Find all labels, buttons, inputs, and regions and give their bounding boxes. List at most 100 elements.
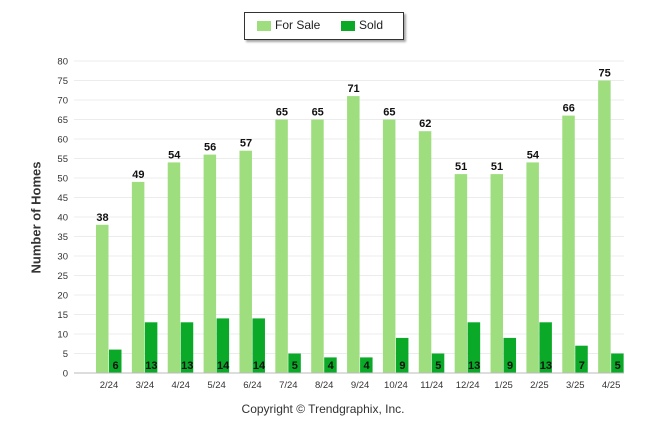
bar-for-sale[interactable] [203,154,217,373]
bar-sold[interactable] [575,345,588,373]
legend-label-sold: Sold [359,18,384,32]
bar-sold[interactable] [431,353,445,374]
bar-for-sale[interactable] [562,115,575,373]
bar-sold[interactable] [180,322,194,373]
x-tick-label: 2/25 [530,380,549,391]
data-label-sold: 14 [253,360,266,372]
data-label-sold: 9 [399,360,405,372]
data-label-sold: 13 [468,360,480,372]
bar-sold[interactable] [216,318,230,373]
data-label-for-sale: 62 [419,118,431,130]
y-tick-label: 80 [57,57,68,68]
bar-sold[interactable] [288,353,301,374]
y-tick-label: 50 [57,174,68,185]
bar-sold[interactable] [611,353,624,374]
y-tick-label: 75 [57,76,68,87]
bar-for-sale[interactable] [490,174,504,373]
data-label-sold: 5 [615,360,621,372]
data-label-sold: 6 [112,360,118,372]
bar-for-sale[interactable] [131,181,145,373]
bar-for-sale[interactable] [347,96,360,373]
data-label-for-sale: 57 [240,138,252,150]
data-label-sold: 5 [435,360,441,372]
data-label-for-sale: 65 [383,107,395,119]
bar-sold[interactable] [252,318,265,373]
bar-for-sale[interactable] [167,162,181,373]
data-label-sold: 9 [507,360,513,372]
x-tick-label: 1/25 [494,380,513,391]
x-tick-label: 7/24 [279,380,298,391]
legend: For Sale Sold [244,12,404,40]
y-tick-label: 65 [57,115,68,126]
bar-sold[interactable] [467,322,481,373]
bar-sold[interactable] [360,357,373,373]
y-tick-label: 20 [57,291,68,302]
bar-sold[interactable] [144,322,158,373]
bar-sold[interactable] [503,337,517,373]
bar-for-sale[interactable] [526,162,539,373]
y-axis-label: Number of Homes [28,161,44,273]
bar-for-sale[interactable] [311,119,324,374]
y-tick-label: 60 [57,135,68,146]
x-tick-label: 12/24 [456,380,480,391]
data-label-sold: 4 [364,360,371,372]
data-label-sold: 13 [540,360,552,372]
data-label-sold: 13 [145,360,157,372]
x-tick-label: 8/24 [315,380,334,391]
data-label-for-sale: 65 [312,107,324,119]
data-label-for-sale: 49 [132,169,144,181]
y-tick-label: 25 [57,271,68,282]
copyright-text: Copyright © Trendgraphix, Inc. [241,402,405,416]
x-tick-label: 4/25 [602,380,621,391]
y-tick-label: 30 [57,252,68,263]
bar-for-sale[interactable] [275,119,288,374]
data-label-for-sale: 51 [491,161,503,173]
y-tick-label: 70 [57,96,68,107]
y-tick-label: 45 [57,193,68,204]
y-tick-label: 0 [63,369,68,380]
bar-sold[interactable] [324,357,337,373]
data-label-sold: 5 [292,360,298,372]
bar-sold[interactable] [539,322,552,373]
y-tick-label: 55 [57,154,68,165]
data-label-for-sale: 56 [204,142,216,154]
data-label-sold: 7 [579,360,585,372]
data-label-sold: 13 [181,360,193,372]
data-label-for-sale: 51 [455,161,467,173]
data-label-for-sale: 54 [168,149,181,161]
bar-sold[interactable] [395,337,409,373]
legend-swatch-for-sale [257,20,271,31]
data-label-for-sale: 38 [96,212,108,224]
x-tick-label: 10/24 [384,380,408,391]
y-axis-ticks: 0 5 10 15 20 25 30 35 40 45 50 55 60 65 70 75 80 [57,57,68,380]
bar-for-sale[interactable] [598,80,611,374]
x-tick-label: 3/24 [136,380,155,391]
bar-for-sale[interactable] [454,174,468,373]
y-tick-label: 15 [57,310,68,321]
data-label-for-sale: 66 [563,103,575,115]
bar-for-sale[interactable] [418,131,432,373]
bar-sold[interactable] [109,349,122,373]
bar-for-sale[interactable] [239,150,252,373]
bars: 3864913541356145714655654714659625511351… [96,68,624,374]
legend-item-for-sale[interactable]: For Sale [257,18,320,32]
x-axis-ticks: 2/24 3/24 4/24 5/24 6/24 7/24 8/24 9/24 10/24 11/… [100,380,621,391]
x-tick-label: 3/25 [566,380,585,391]
x-tick-label: 4/24 [171,380,190,391]
x-tick-label: 9/24 [351,380,370,391]
data-label-for-sale: 71 [347,83,359,95]
data-label-sold: 14 [217,360,230,372]
y-tick-label: 10 [57,330,68,341]
x-tick-label: 5/24 [207,380,226,391]
legend-label-for-sale: For Sale [275,18,321,32]
bar-for-sale[interactable] [96,224,109,373]
y-tick-label: 40 [57,213,68,224]
legend-swatch-sold [341,20,355,31]
x-tick-label: 11/24 [420,380,443,391]
bar-for-sale[interactable] [382,119,396,374]
legend-item-sold[interactable]: Sold [341,18,383,32]
y-tick-label: 35 [57,232,68,243]
x-tick-label: 2/24 [100,380,119,391]
data-label-for-sale: 54 [527,149,540,161]
